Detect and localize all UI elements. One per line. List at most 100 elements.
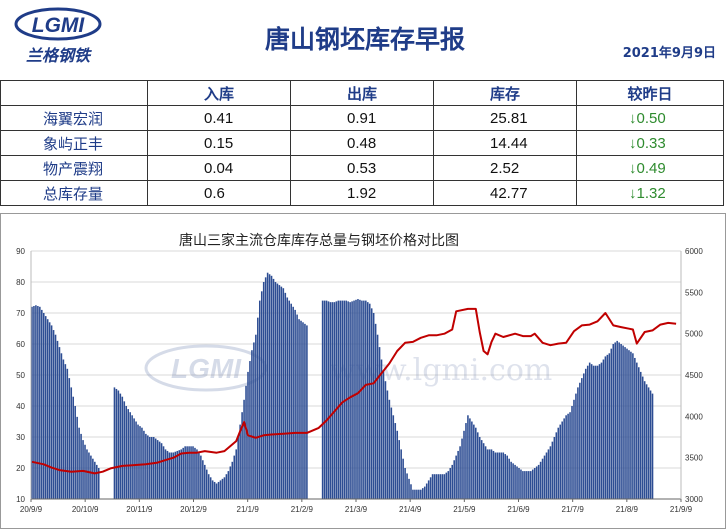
inventory-bar — [539, 461, 542, 499]
inventory-bar — [447, 471, 450, 499]
report-date: 2021年9月9日 — [622, 46, 716, 61]
inventory-bar — [445, 472, 448, 499]
inventory-bar — [221, 478, 224, 499]
y-right-tick-label: 5000 — [685, 330, 703, 339]
y-right-tick-label: 4500 — [685, 371, 703, 380]
inventory-bar — [390, 407, 393, 499]
y-left-tick-label: 90 — [16, 247, 25, 256]
table-row: 象屿正丰 0.15 0.48 14.44 ↓0.33 — [0, 130, 724, 156]
inventory-bar — [239, 424, 241, 499]
inventory-bar — [262, 282, 265, 499]
inventory-bar — [235, 449, 237, 499]
inventory-bar — [563, 418, 565, 499]
inventory-bar — [586, 365, 589, 499]
inventory-bar — [533, 468, 536, 499]
inventory-bar — [614, 342, 616, 499]
inventory-bar — [123, 401, 126, 499]
inventory-bar — [555, 432, 558, 499]
inventory-bar — [382, 370, 385, 499]
x-tick-label: 21/8/9 — [616, 505, 639, 514]
inventory-bar — [141, 427, 143, 499]
inventory-bar — [298, 319, 300, 499]
inventory-bar — [592, 365, 595, 499]
inventory-bar — [56, 340, 59, 499]
inventory-bar — [176, 450, 179, 499]
inventory-bar — [643, 381, 646, 499]
inventory-bar — [188, 446, 190, 499]
table-row: 总库存量 0.6 1.92 42.77 ↓1.32 — [0, 180, 724, 206]
x-tick-label: 21/1/9 — [237, 505, 260, 514]
inventory-bar — [343, 300, 345, 499]
inventory-bar — [443, 474, 446, 499]
inventory-bar — [323, 300, 326, 499]
inventory-bar — [620, 344, 622, 499]
inventory-bar — [325, 300, 328, 499]
y-right-tick-label: 5500 — [685, 288, 703, 297]
inventory-bar — [62, 359, 65, 499]
inventory-bar — [70, 387, 73, 499]
inventory-bar — [97, 468, 100, 499]
inventory-bar — [302, 322, 304, 499]
inventory-bar — [484, 446, 487, 499]
inventory-bar — [139, 426, 141, 499]
inventory-bar — [634, 357, 636, 499]
inventory-bar — [367, 302, 369, 499]
inventory-bar — [329, 302, 332, 499]
inventory-bar — [162, 446, 165, 499]
inventory-table: 入库 出库 库存 较昨日 海翼宏润 0.41 0.91 25.81 ↓0.50 … — [0, 80, 724, 206]
inventory-bar — [207, 474, 210, 499]
inventory-bar — [510, 461, 512, 499]
inventory-bar — [577, 387, 579, 499]
inventory-bar — [522, 471, 524, 499]
stock-price-chart: 唐山三家主流仓库库存总量与钢坯价格对比图 LGMI www.lgmi.com 1… — [16, 232, 703, 514]
inventory-bar — [186, 446, 188, 499]
inventory-bar — [178, 450, 181, 499]
inventory-bar — [274, 282, 277, 499]
inventory-bar — [131, 415, 133, 499]
y-left-tick-label: 60 — [16, 340, 25, 349]
inventory-bar — [168, 452, 171, 499]
inventory-bar — [506, 455, 508, 499]
header-cell-in: 入库 — [147, 80, 291, 106]
inventory-bar — [376, 334, 379, 499]
inventory-bar — [528, 471, 530, 499]
inventory-bar — [192, 446, 194, 499]
stock-value: 2.52 — [433, 155, 577, 181]
inventory-bar — [258, 300, 261, 499]
inventory-bar — [158, 441, 161, 499]
inventory-bar — [115, 388, 118, 499]
change-value: ↓0.50 — [576, 105, 724, 131]
header-cell-out: 出库 — [290, 80, 434, 106]
inventory-bar — [628, 350, 630, 499]
inventory-bar — [300, 320, 302, 499]
x-tick-label: 21/4/9 — [399, 505, 422, 514]
inventory-bar — [545, 452, 548, 499]
inventory-bar — [420, 489, 422, 499]
inbound-value: 0.15 — [147, 130, 291, 156]
inventory-bar — [596, 365, 599, 499]
inventory-bar — [626, 348, 628, 499]
inventory-bar — [559, 424, 562, 499]
table-header-row: 入库 出库 库存 较昨日 — [0, 80, 724, 106]
inventory-bar — [164, 449, 167, 499]
inventory-bar — [480, 440, 483, 499]
inventory-bar — [372, 313, 375, 499]
inventory-bar — [54, 334, 57, 499]
inventory-bar — [296, 314, 298, 499]
inventory-bar — [524, 471, 526, 499]
inventory-bar — [229, 466, 232, 499]
inventory-bar — [42, 313, 45, 499]
inventory-bar — [429, 477, 432, 499]
outbound-value: 1.92 — [290, 180, 434, 206]
inventory-bar — [213, 481, 216, 499]
inventory-bar — [496, 452, 499, 499]
header-cell-blank — [0, 80, 148, 106]
y-left-tick-label: 20 — [16, 464, 25, 473]
inventory-bar — [217, 481, 220, 499]
inventory-bar — [418, 489, 420, 499]
inventory-bars — [31, 272, 654, 499]
inventory-bar — [278, 285, 281, 499]
inventory-bar — [425, 483, 428, 499]
header-cell-change: 较昨日 — [576, 80, 724, 106]
inventory-bar — [469, 418, 471, 499]
